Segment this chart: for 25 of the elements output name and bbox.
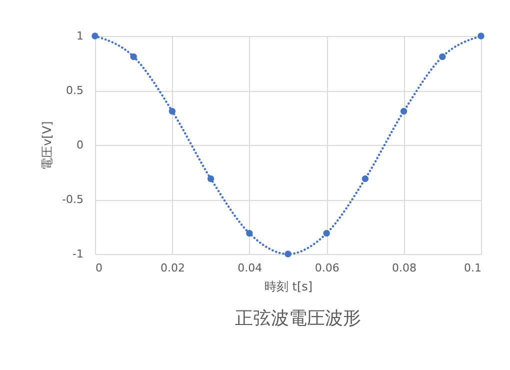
x-tick-label: 0.06 <box>314 262 340 274</box>
point <box>400 108 408 115</box>
y-tick-label: 0.5 <box>66 84 84 97</box>
x-tick-label: 0.02 <box>160 262 185 274</box>
point <box>168 108 176 115</box>
y-tick-label: 1 <box>76 30 84 42</box>
x-tick-label: 0.08 <box>392 262 417 274</box>
y-axis-title: 電圧v[V] <box>40 121 54 170</box>
y-tick-label: -0.5 <box>62 193 84 206</box>
point <box>439 53 446 60</box>
x-tick-label: 0 <box>96 262 102 274</box>
y-tick-label: 0 <box>76 138 84 152</box>
text: 正弦波電圧波形 <box>235 308 361 329</box>
point <box>362 175 369 182</box>
point <box>207 175 214 182</box>
point <box>92 32 98 40</box>
point <box>323 230 330 237</box>
point <box>284 250 292 258</box>
point <box>130 53 137 60</box>
point <box>246 230 253 237</box>
y-tick-label: -1 <box>72 248 84 260</box>
x-tick-label: 0.1 <box>464 262 482 274</box>
x-axis-title: 時刻 t[s] <box>264 280 313 294</box>
x-tick-label: 0.04 <box>238 262 262 274</box>
point <box>478 32 484 40</box>
